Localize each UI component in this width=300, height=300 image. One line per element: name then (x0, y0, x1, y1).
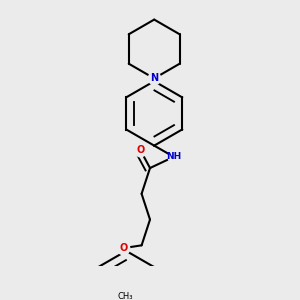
Text: O: O (136, 145, 144, 155)
Text: N: N (150, 74, 158, 83)
Text: NH: NH (166, 152, 182, 161)
Text: CH₃: CH₃ (118, 292, 133, 300)
Text: O: O (119, 243, 128, 253)
